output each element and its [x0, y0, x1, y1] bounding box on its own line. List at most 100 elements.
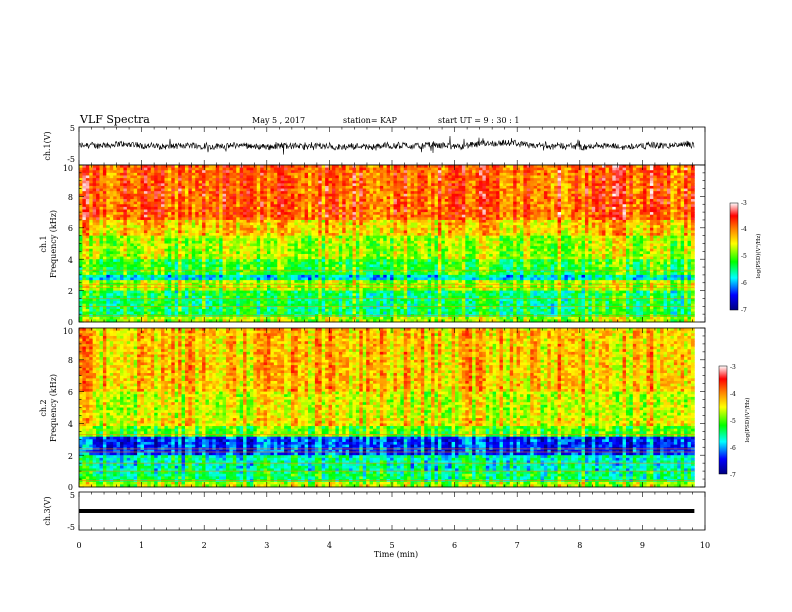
- spec1-cell: [232, 248, 237, 252]
- spec1-cell: [338, 201, 343, 205]
- spec1-cell: [92, 240, 97, 244]
- spec1-cell: [263, 227, 268, 231]
- spec1-cell: [92, 238, 97, 242]
- spec1-cell: [215, 188, 220, 192]
- spec1-cell: [277, 256, 282, 260]
- spec1-cell: [318, 180, 323, 184]
- spec1-cell: [311, 248, 316, 252]
- spec1-cell: [239, 261, 244, 265]
- spec1-cell: [79, 214, 83, 218]
- spec1-cell: [229, 259, 234, 263]
- spec1-cell: [243, 308, 247, 312]
- spec1-cell: [232, 251, 237, 255]
- spec1-cell: [352, 191, 357, 195]
- spec1-cell: [133, 204, 138, 208]
- spec1-cell: [328, 170, 333, 174]
- spec1-cell: [140, 269, 145, 273]
- spec1-cell: [208, 248, 213, 252]
- spec1-cell: [154, 204, 159, 208]
- spec1-cell: [277, 209, 282, 213]
- spec1-cell: [202, 180, 206, 184]
- spec1-cell: [335, 165, 340, 169]
- spec1-cell: [270, 170, 275, 174]
- spec1-cell: [243, 261, 247, 265]
- spec1-cell: [219, 225, 223, 229]
- spec1-cell: [304, 206, 309, 210]
- spec1-cell: [178, 253, 182, 257]
- spec1-cell: [229, 191, 234, 195]
- spec1-cell: [284, 180, 288, 184]
- spec1-cell: [232, 277, 237, 281]
- spec1-cell: [267, 298, 271, 302]
- spec1-cell: [226, 206, 230, 210]
- spec1-cell: [212, 259, 217, 263]
- spec1-cell: [212, 267, 217, 271]
- spec1-cell: [143, 209, 148, 213]
- spec1-cell: [284, 301, 288, 305]
- spec1-cell: [174, 264, 179, 268]
- spec1-cell: [328, 222, 333, 226]
- spec1-cell: [116, 293, 121, 297]
- spec1-cell: [212, 233, 217, 237]
- spec1-cell: [150, 201, 155, 205]
- spec1-cell: [191, 267, 196, 271]
- spec1-cell: [133, 178, 138, 182]
- spec1-cell: [328, 251, 333, 255]
- spec1-cell: [335, 259, 340, 263]
- spec1-cell: [226, 167, 230, 171]
- spec1-cell: [109, 285, 114, 289]
- spec1-cell: [202, 193, 206, 197]
- spec1-cell: [219, 319, 223, 323]
- spec1-cell: [143, 196, 148, 200]
- spec1-cell: [154, 199, 159, 203]
- spec1-cell: [342, 219, 347, 223]
- spec1-cell: [171, 175, 176, 179]
- spec1-cell: [167, 217, 172, 221]
- spec1-cell: [154, 316, 159, 320]
- spec1-cell: [219, 183, 223, 187]
- spec1-cell: [284, 256, 288, 260]
- spec1-cell: [133, 180, 138, 184]
- spec1-cell: [215, 298, 220, 302]
- spec1-cell: [294, 172, 299, 176]
- spec1-cell: [263, 295, 268, 299]
- spec1-cell: [256, 251, 261, 255]
- spec1-cell: [338, 199, 343, 203]
- spec1-cell: [253, 256, 258, 260]
- spec1-cell: [188, 269, 193, 273]
- spec1-cell: [184, 298, 189, 302]
- spec1-cell: [304, 243, 309, 247]
- spec1-cell: [161, 316, 165, 320]
- spec1-cell: [143, 240, 148, 244]
- spec1-cell: [335, 180, 340, 184]
- spec1-cell: [109, 217, 114, 221]
- spec1-cell: [113, 209, 118, 213]
- spec1-cell: [304, 287, 309, 291]
- spec1-cell: [325, 180, 329, 184]
- spec1-cell: [304, 199, 309, 203]
- spec1-cell: [212, 167, 217, 171]
- spec1-cell: [154, 243, 159, 247]
- spec1-cell: [215, 311, 220, 315]
- spec1-cell: [308, 319, 312, 323]
- spec1-cell: [123, 246, 128, 250]
- spec1-cell: [116, 316, 121, 320]
- spec1-cell: [294, 206, 299, 210]
- spec1-cell: [102, 240, 107, 244]
- spec1-cell: [301, 167, 306, 171]
- spec1-cell: [154, 175, 159, 179]
- spec1-cell: [208, 204, 213, 208]
- spec1-cell: [290, 227, 295, 231]
- spec1-cell: [113, 240, 118, 244]
- spec1-cell: [355, 217, 360, 221]
- spec1-cell: [154, 246, 159, 250]
- spec1-cell: [82, 293, 87, 297]
- spec1-cell: [246, 311, 251, 315]
- spec1-cell: [120, 227, 124, 231]
- spec1-cell: [270, 253, 275, 257]
- spec1-cell: [331, 209, 336, 213]
- spec1-cell: [202, 204, 206, 208]
- spec1-cell: [96, 256, 100, 260]
- spec1-cell: [178, 167, 182, 171]
- spec1-cell: [270, 259, 275, 263]
